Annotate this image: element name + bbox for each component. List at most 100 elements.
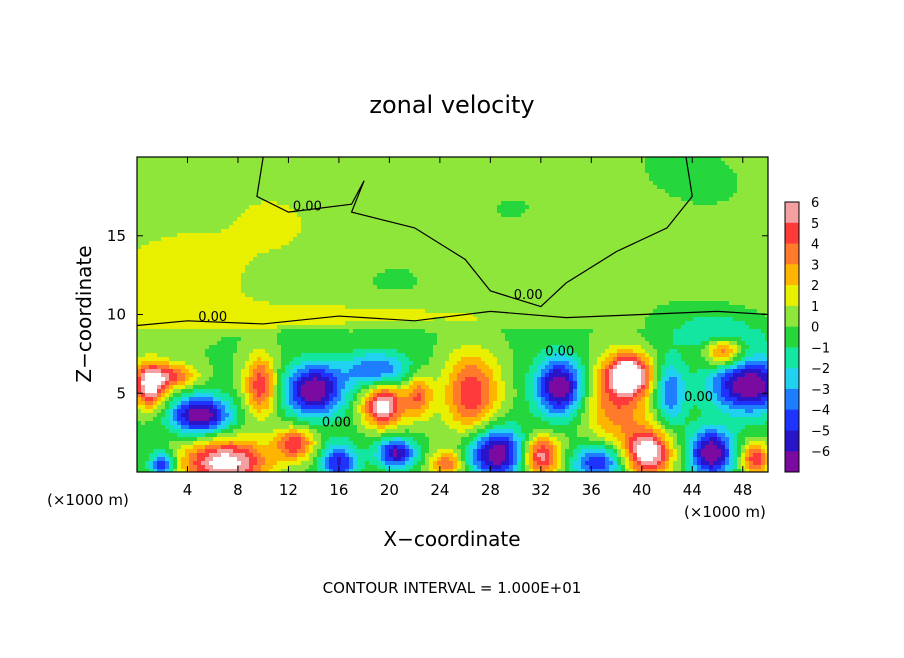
heat-cell — [497, 273, 502, 278]
heat-cell — [213, 213, 218, 218]
heat-cell — [281, 165, 286, 170]
heat-cell — [557, 173, 562, 178]
heat-cell — [637, 217, 642, 222]
heat-cell — [181, 233, 186, 238]
heat-cell — [305, 181, 310, 186]
heat-cell — [401, 165, 406, 170]
heat-cell — [589, 257, 594, 262]
heat-cell — [345, 181, 350, 186]
heat-cell — [557, 233, 562, 238]
heat-cell — [741, 249, 746, 254]
heat-cell — [673, 157, 678, 162]
heat-cell — [213, 165, 218, 170]
heat-cell — [453, 173, 458, 178]
heat-cell — [237, 193, 242, 198]
heat-cell — [617, 213, 622, 218]
heat-cell — [357, 201, 362, 206]
heat-cell — [137, 189, 142, 194]
heat-cell — [361, 185, 366, 190]
heat-cell — [645, 273, 650, 278]
heat-cell — [381, 241, 386, 246]
heat-cell — [473, 169, 478, 174]
heat-cell — [149, 229, 154, 234]
heat-cell — [357, 245, 362, 250]
heat-cell — [717, 257, 722, 262]
heat-cell — [725, 269, 730, 274]
heat-cell — [353, 245, 358, 250]
heat-cell — [613, 217, 618, 222]
heat-cell — [545, 169, 550, 174]
heat-cell — [305, 277, 310, 282]
heat-cell — [513, 229, 518, 234]
heat-cell — [273, 201, 278, 206]
heat-cell — [417, 241, 422, 246]
heat-cell — [693, 161, 698, 166]
heat-cell — [581, 169, 586, 174]
heat-cell — [197, 189, 202, 194]
heat-cell — [537, 233, 542, 238]
heat-cell — [657, 161, 662, 166]
heat-cell — [273, 193, 278, 198]
heat-cell — [497, 185, 502, 190]
heat-cell — [221, 221, 226, 226]
heat-cell — [653, 209, 658, 214]
heat-cell — [205, 277, 210, 282]
heat-cell — [221, 157, 226, 162]
heat-cell — [597, 273, 602, 278]
heat-cell — [749, 225, 754, 230]
heat-cell — [517, 257, 522, 262]
heat-cell — [293, 205, 298, 210]
heat-cell — [345, 229, 350, 234]
heat-cell — [193, 209, 198, 214]
heat-cell — [301, 241, 306, 246]
heat-cell — [765, 245, 768, 250]
heat-cell — [305, 253, 310, 258]
heat-cell — [377, 161, 382, 166]
heat-cell — [229, 225, 234, 230]
heat-cell — [409, 249, 414, 254]
heat-cell — [453, 177, 458, 182]
heat-cell — [613, 261, 618, 266]
heat-cell — [265, 173, 270, 178]
heat-cell — [589, 253, 594, 258]
heat-cell — [265, 181, 270, 186]
heat-cell — [377, 177, 382, 182]
heat-cell — [749, 233, 754, 238]
heat-cell — [681, 233, 686, 238]
heat-cell — [445, 265, 450, 270]
heat-cell — [261, 177, 266, 182]
heat-cell — [373, 257, 378, 262]
heat-cell — [461, 237, 466, 242]
heat-cell — [729, 185, 734, 190]
heat-cell — [485, 165, 490, 170]
heat-cell — [309, 193, 314, 198]
heat-cell — [461, 241, 466, 246]
heat-cell — [341, 193, 346, 198]
heat-cell — [765, 269, 768, 274]
heat-cell — [729, 273, 734, 278]
heat-cell — [669, 253, 674, 258]
heat-cell — [225, 273, 230, 278]
heat-cell — [637, 237, 642, 242]
heat-cell — [685, 189, 690, 194]
heat-cell — [485, 181, 490, 186]
heat-cell — [601, 213, 606, 218]
heat-cell — [761, 229, 766, 234]
heat-cell — [713, 241, 718, 246]
heat-cell — [433, 189, 438, 194]
heat-cell — [149, 233, 154, 238]
heat-cell — [233, 213, 238, 218]
heat-cell — [241, 169, 246, 174]
heat-cell — [665, 161, 670, 166]
heat-cell — [721, 269, 726, 274]
heat-cell — [441, 273, 446, 278]
heat-cell — [597, 181, 602, 186]
heat-cell — [305, 189, 310, 194]
heat-cell — [709, 181, 714, 186]
heat-cell — [381, 277, 386, 282]
heat-cell — [593, 245, 598, 250]
heat-cell — [405, 265, 410, 270]
heat-cell — [237, 273, 242, 278]
heat-cell — [297, 229, 302, 234]
heat-cell — [653, 237, 658, 242]
